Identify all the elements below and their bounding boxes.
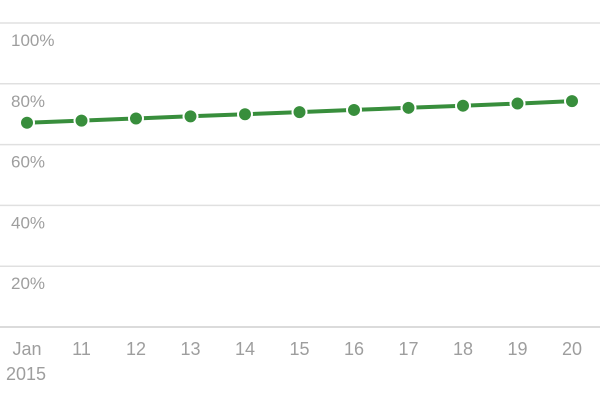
x-tick-label: 14	[235, 339, 255, 359]
data-point[interactable]	[291, 104, 308, 121]
x-axis-tick-labels: 2015 Jan 11 12 13 14 15 16 17 18 19 20	[6, 339, 582, 384]
x-tick-label: 20	[562, 339, 582, 359]
x-tick-label: 15	[289, 339, 309, 359]
data-point[interactable]	[346, 101, 362, 118]
y-tick-label: 20%	[11, 274, 45, 293]
gridlines	[0, 22, 600, 328]
y-tick-label: 100%	[11, 31, 54, 50]
data-point[interactable]	[237, 106, 253, 123]
data-point[interactable]	[400, 99, 417, 116]
data-point[interactable]	[182, 108, 199, 125]
y-tick-label: 40%	[11, 213, 45, 232]
series-layer	[19, 93, 580, 131]
y-axis-tick-labels: 100% 80% 60% 40% 20%	[11, 31, 54, 293]
x-axis-year-label: 2015	[6, 364, 46, 384]
x-tick-label: 19	[507, 339, 527, 359]
x-tick-label: 12	[126, 339, 146, 359]
y-tick-label: 60%	[11, 153, 45, 172]
x-tick-label: 16	[344, 339, 364, 359]
x-tick-label: 18	[453, 339, 473, 359]
x-tick-label: 13	[180, 339, 200, 359]
x-tick-label: 11	[72, 339, 91, 359]
data-point[interactable]	[455, 97, 471, 114]
data-point[interactable]	[19, 114, 35, 131]
data-point[interactable]	[564, 93, 580, 110]
y-tick-label: 80%	[11, 92, 45, 111]
data-point[interactable]	[509, 95, 526, 112]
data-point[interactable]	[73, 112, 90, 129]
x-tick-label: 17	[398, 339, 418, 359]
x-tick-label: Jan	[12, 339, 41, 359]
data-point[interactable]	[128, 110, 144, 127]
